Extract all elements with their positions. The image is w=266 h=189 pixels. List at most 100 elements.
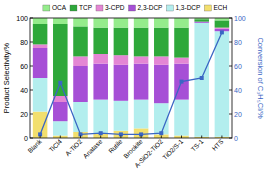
y-axis-title: Product Selectivity/% <box>2 42 11 113</box>
bar-segment <box>154 56 169 64</box>
bar-segment <box>134 28 149 57</box>
y-tick <box>30 138 33 139</box>
marker <box>200 76 204 80</box>
y2-tick <box>229 138 232 139</box>
y-tick-label: 80 <box>20 39 28 46</box>
legend-label: 1,3-DCP <box>175 4 200 11</box>
x-tick <box>201 136 202 139</box>
y2-tick <box>229 18 232 19</box>
bar-segment <box>154 18 169 28</box>
bar-segment <box>93 54 108 64</box>
bar-segment <box>194 19 209 21</box>
frame <box>30 18 232 138</box>
y2-tick <box>229 42 232 43</box>
bar-segment <box>73 26 88 56</box>
y2-tick-label: 40 <box>234 87 242 94</box>
x-tick <box>80 136 81 139</box>
legend-swatch <box>204 5 211 11</box>
bar-segment <box>114 65 129 101</box>
x-tick-label: TS-1 <box>189 137 204 152</box>
marker <box>58 81 62 85</box>
marker <box>159 131 163 135</box>
y-tick-label: 20 <box>20 111 28 118</box>
x-tick-label: A-TiO2 <box>64 137 84 157</box>
x-tick <box>141 136 142 139</box>
legend-swatch <box>43 5 50 11</box>
line <box>40 32 222 134</box>
x-tick <box>221 136 222 139</box>
y-tick <box>30 18 33 19</box>
y-tick-label: 60 <box>20 63 28 70</box>
bar-segment <box>114 28 129 56</box>
bar-segment <box>33 78 48 112</box>
y2-tick <box>229 90 232 91</box>
bar-segment <box>194 22 209 23</box>
bar-segment <box>154 65 169 103</box>
bar-segment <box>93 18 108 28</box>
bar-segment <box>174 18 189 28</box>
legend-label: 2,3-DCP <box>138 4 163 11</box>
bar-segment <box>134 56 149 63</box>
x-tick <box>120 136 121 139</box>
bar-segment <box>33 44 48 48</box>
legend-label: TCP <box>79 4 92 11</box>
bar-segment <box>73 132 88 138</box>
x-tick <box>100 136 101 139</box>
bar-segment <box>33 48 48 78</box>
x-tick-label: Rutile <box>107 137 124 154</box>
plot-area <box>33 18 229 138</box>
bar-segment <box>174 58 189 64</box>
bar-segment <box>134 100 149 129</box>
bar-segment <box>53 18 68 24</box>
y-tick-label: 100 <box>16 15 28 22</box>
x-tick <box>181 136 182 139</box>
bar-segment <box>93 28 108 54</box>
bar-segment <box>53 24 68 96</box>
bar-segment <box>174 28 189 58</box>
bar-segment <box>215 28 230 29</box>
x-tick <box>40 136 41 139</box>
marker <box>180 80 184 84</box>
bar-segment <box>114 55 129 65</box>
bar-segment <box>33 24 48 44</box>
bar-segment <box>73 102 88 132</box>
bar-segment <box>154 28 169 57</box>
y2-tick-label: 80 <box>234 39 242 46</box>
bar-segment <box>53 102 68 121</box>
marker <box>99 131 103 135</box>
y-tick <box>30 90 33 91</box>
marker <box>220 30 224 34</box>
x-tick-label: Blank <box>26 137 43 154</box>
legend-swatch <box>70 5 77 11</box>
y-tick-label: 40 <box>20 87 28 94</box>
bar-segment <box>114 101 129 131</box>
x-tick-label: Anatase <box>82 137 104 159</box>
bar-segment <box>114 18 129 28</box>
x-tick <box>60 136 61 139</box>
y2-tick <box>229 114 232 115</box>
y2-tick <box>229 66 232 67</box>
x-tick-label: HTS <box>210 137 225 152</box>
bar-segment <box>93 64 108 100</box>
y2-axis-title: Conversion of C₃H₅Cl/% <box>256 37 265 118</box>
y2-tick-label: 60 <box>234 63 242 70</box>
y-tick <box>30 42 33 43</box>
legend-swatch <box>129 5 136 11</box>
bar-segment <box>33 112 48 138</box>
legend-swatch <box>166 5 173 11</box>
bar-segment <box>93 100 108 134</box>
legend: OCATCP3-CPD2,3-DCP1,3-DCPECH <box>43 4 228 11</box>
x-tick-label: TiCl4 <box>47 137 63 153</box>
y-tick <box>30 66 33 67</box>
legend-label: 3-CPD <box>105 4 125 11</box>
x-tick <box>161 136 162 139</box>
bar-segment <box>215 20 230 27</box>
bar-segment <box>215 31 230 137</box>
y2-tick-label: 100 <box>234 15 246 22</box>
y-tick <box>30 114 33 115</box>
legend-swatch <box>96 5 103 11</box>
y2-tick-label: 0 <box>234 135 238 142</box>
x-tick-label: TiO2/S-1 <box>161 137 184 160</box>
bar-segment <box>33 18 48 24</box>
bar-segment <box>134 64 149 100</box>
